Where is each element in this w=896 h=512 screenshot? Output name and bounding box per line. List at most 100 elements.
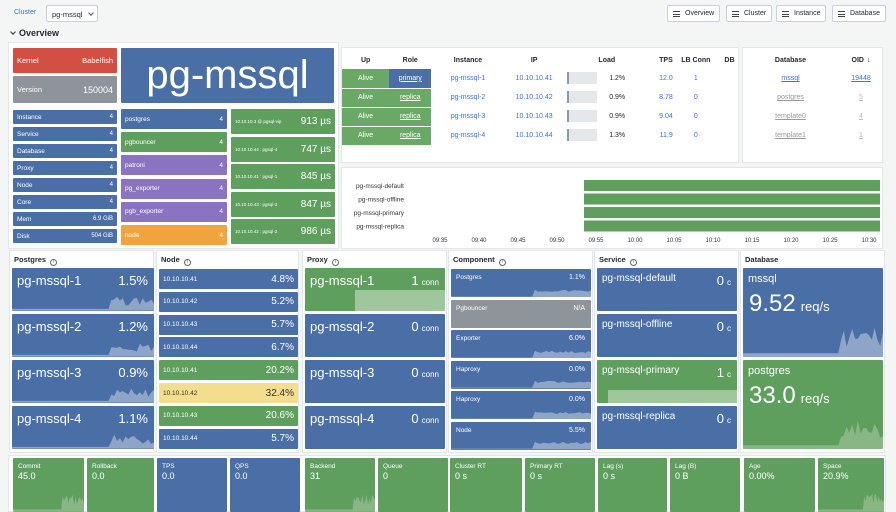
kernel-tile: Kernel Babelfish xyxy=(13,48,117,73)
cluster-name: pg-mssql xyxy=(146,53,309,97)
postgres-instance-tile: pg-mssql-2 1.2% xyxy=(12,314,154,357)
info-icon[interactable]: i xyxy=(183,259,191,266)
timeline-tick-label: 09:35 xyxy=(432,238,448,244)
metric-tile: Rollback 0.0 xyxy=(87,458,154,512)
metric-tile: Queue 0 xyxy=(378,458,448,512)
column-header[interactable]: Up xyxy=(360,57,371,64)
component-name: Pgbouncer xyxy=(456,304,488,312)
info-icon[interactable]: i xyxy=(629,259,637,266)
sparkline xyxy=(451,411,591,419)
component-name: Node xyxy=(456,426,472,434)
metric-label: Lag (B) xyxy=(675,463,697,470)
ip-cell[interactable]: 10.10.10.42 xyxy=(515,94,553,101)
instance-cell[interactable]: pg-mssql-3 xyxy=(450,113,486,120)
ip-cell[interactable]: 10.10.10.41 xyxy=(515,75,553,82)
service-timeline-chart: pg-mssql-default pg-mssql-offline pg-mssql… xyxy=(354,180,880,244)
tps-cell: 9.04 xyxy=(659,113,673,120)
column-header[interactable]: Database xyxy=(774,57,807,64)
arrow-down-icon: ↓ xyxy=(866,57,871,64)
overview-row-toggle[interactable]: Overview xyxy=(9,28,59,38)
column-header[interactable]: OID ↓ xyxy=(838,52,884,69)
instance-cell[interactable]: pg-mssql-1 xyxy=(450,75,486,82)
node-tile: 10.10.10.41 4.8% xyxy=(159,269,298,289)
role-link[interactable]: primary xyxy=(398,74,422,82)
service-name: pg-mssql-primary xyxy=(602,365,680,376)
sparkline-area xyxy=(12,388,154,403)
oid-link[interactable]: 1 xyxy=(859,132,863,139)
cpu-value: 1.5% xyxy=(118,273,148,288)
column-header[interactable]: IP xyxy=(530,57,538,64)
proxy-value-wrap: 0 conn xyxy=(411,365,439,380)
sparkline xyxy=(451,350,591,358)
metric-tile: Cluster RT 0 s xyxy=(450,458,522,512)
ip-cell[interactable]: 10.10.10.44 xyxy=(515,132,553,139)
database-value-wrap: 33.0 req/s xyxy=(749,382,830,410)
sparkline-area xyxy=(13,495,84,512)
load-cell: 0.9% xyxy=(564,88,640,107)
column-header[interactable]: LB Conn xyxy=(681,57,711,64)
column-header[interactable]: Load xyxy=(598,57,616,64)
info-icon[interactable]: i xyxy=(50,259,58,266)
cluster-name-tile: pg-mssql xyxy=(121,48,334,103)
section-title-node: Node i xyxy=(161,255,191,266)
sparkline xyxy=(451,289,591,297)
service-unit: c xyxy=(727,278,731,287)
component-resource-tile: Node 5.5% xyxy=(451,421,591,450)
latency-tile: 10.10.10.42 : pgsql-2 986 µs xyxy=(231,219,335,245)
instance-cell[interactable]: pg-mssql-2 xyxy=(450,94,486,101)
section-title-component: Component i xyxy=(453,255,506,266)
instance-name: pg-mssql-3 xyxy=(17,365,82,380)
ip-cell[interactable]: 10.10.10.43 xyxy=(515,113,553,120)
database-button[interactable]: Database xyxy=(832,5,886,22)
component-label: patroni xyxy=(125,161,145,169)
instance-cell[interactable]: pg-mssql-4 xyxy=(450,132,486,139)
node-tile: 10.10.10.44 5.7% xyxy=(159,428,298,449)
oid-link[interactable]: 4 xyxy=(859,113,863,120)
sparkline xyxy=(12,344,154,357)
proxy-tile: pg-mssql-1 1 conn xyxy=(305,268,445,311)
info-icon[interactable]: i xyxy=(498,259,506,266)
cluster-button[interactable]: Cluster xyxy=(726,5,773,22)
oid-link[interactable]: 5 xyxy=(859,94,863,101)
column-header[interactable]: Instance xyxy=(453,57,483,64)
cluster-select[interactable]: pg-mssql xyxy=(46,5,98,22)
tps-cell: 8.78 xyxy=(659,94,673,101)
role-link[interactable]: replica xyxy=(399,94,421,101)
database-name-cell: mssql xyxy=(743,69,838,88)
database-link[interactable]: template0 xyxy=(775,113,806,120)
component-value: N/A xyxy=(573,304,585,312)
column-header[interactable]: TPS xyxy=(659,57,673,64)
oid-link[interactable]: 19448 xyxy=(851,75,871,82)
role-link[interactable]: replica xyxy=(399,113,421,120)
component-tile: pg_exporter 4 xyxy=(121,178,227,199)
sparkline-area xyxy=(743,328,883,357)
role-link[interactable]: replica xyxy=(399,132,421,139)
node-value: 5.7% xyxy=(271,433,294,445)
timeline-bar xyxy=(584,193,880,205)
column-header[interactable]: DB xyxy=(724,57,735,64)
node-value: 20.2% xyxy=(265,364,294,376)
sparkline-area xyxy=(451,350,591,358)
stat-value: 4 xyxy=(109,148,113,154)
node-tile: 10.10.10.42 5.2% xyxy=(159,291,298,312)
proxy-tile: pg-mssql-3 0 conn xyxy=(305,360,445,403)
node-ip: 10.10.10.42 xyxy=(163,298,198,306)
metric-tile: Space 20.9% xyxy=(818,458,884,512)
lb-conn-cell: 1 xyxy=(693,75,698,82)
metric-value: 0 s xyxy=(455,471,468,481)
database-link[interactable]: mssql xyxy=(781,75,800,82)
instance-button[interactable]: Instance xyxy=(776,5,827,22)
database-link[interactable]: postgres xyxy=(777,94,804,101)
overview-button[interactable]: Overview xyxy=(667,5,721,22)
timeline-tick-label: 10:15 xyxy=(744,238,760,244)
latency-tile: 10.10.10.41 : pgsql-1 845 µs xyxy=(231,164,335,190)
table-row: Alive replica pg-mssql-3 10.10.10.43 0.9% 9.0… xyxy=(342,107,740,127)
button-label: Database xyxy=(850,10,880,17)
node-tile: 10.10.10.42 32.4% xyxy=(159,383,298,403)
metric-label: Space xyxy=(823,463,842,470)
database-link[interactable]: template1 xyxy=(775,132,806,139)
info-icon[interactable]: i xyxy=(331,259,339,266)
section-title-postgres: Postgres i xyxy=(14,255,58,266)
column-header[interactable]: Role xyxy=(402,57,418,64)
